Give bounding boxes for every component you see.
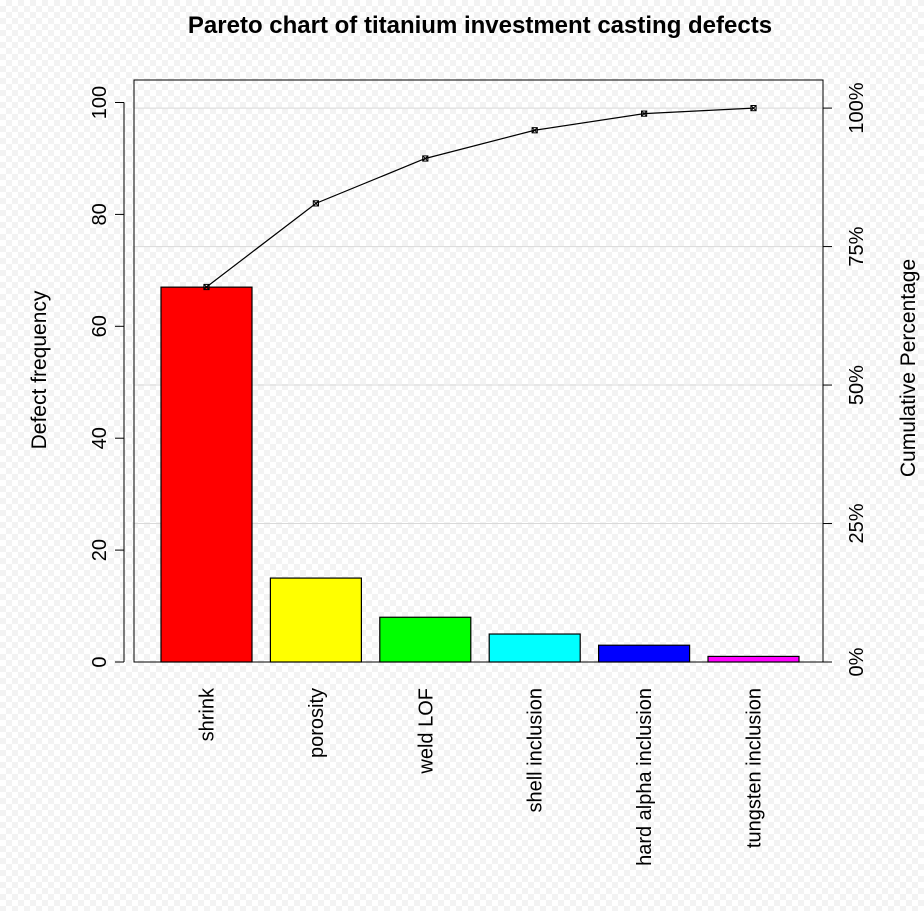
x-tick-label: shell inclusion: [525, 688, 547, 813]
cumulative-point: [203, 283, 210, 291]
bar: [597, 644, 691, 663]
y-axis: 0 20 40 60 80 100: [89, 86, 125, 668]
y-tick-label: 60: [89, 315, 111, 337]
y2-axis: 0% 25% 50% 75% 100%: [823, 82, 868, 676]
cumulative-line-group: [203, 104, 757, 291]
y2-tick-label: 0%: [846, 647, 868, 676]
y-tick-label: 40: [89, 427, 111, 449]
bar: [269, 577, 362, 663]
y2-tick-label: 25%: [846, 503, 868, 543]
bar: [379, 616, 472, 663]
y2-tick-label: 50%: [846, 365, 868, 405]
x-tick-labels: shrink porosity weld LOF shell inclusion har…: [197, 687, 766, 866]
cumulative-point: [641, 110, 648, 117]
cumulative-point: [750, 104, 757, 112]
bar: [707, 655, 800, 663]
x-tick-label: hard alpha inclusion: [634, 688, 656, 866]
plot-frame: [133, 79, 824, 663]
y-tick-label: 0: [89, 656, 111, 667]
y-tick-label: 20: [89, 539, 111, 561]
y2-tick-label: 100%: [846, 82, 868, 133]
y2-axis-label: Cumulative Percentage: [897, 259, 920, 477]
x-tick-label: shrink: [197, 687, 219, 741]
chart-title: Pareto chart of titanium investment cast…: [188, 12, 772, 39]
y-axis-label: Defect frequency: [28, 290, 51, 449]
bar: [160, 286, 253, 663]
cumulative-line: [206, 107, 754, 288]
cumulative-point: [531, 127, 538, 134]
bar: [488, 633, 581, 663]
bars: [160, 286, 800, 663]
y-tick-label: 80: [89, 203, 111, 225]
cumulative-point: [312, 200, 319, 207]
y-tick-label: 100: [89, 86, 111, 119]
cumulative-point: [422, 155, 429, 162]
x-tick-label: weld LOF: [415, 688, 437, 775]
x-tick-label: tungsten inclusion: [744, 688, 766, 848]
y2-tick-label: 75%: [846, 226, 868, 266]
x-tick-label: porosity: [306, 688, 328, 758]
